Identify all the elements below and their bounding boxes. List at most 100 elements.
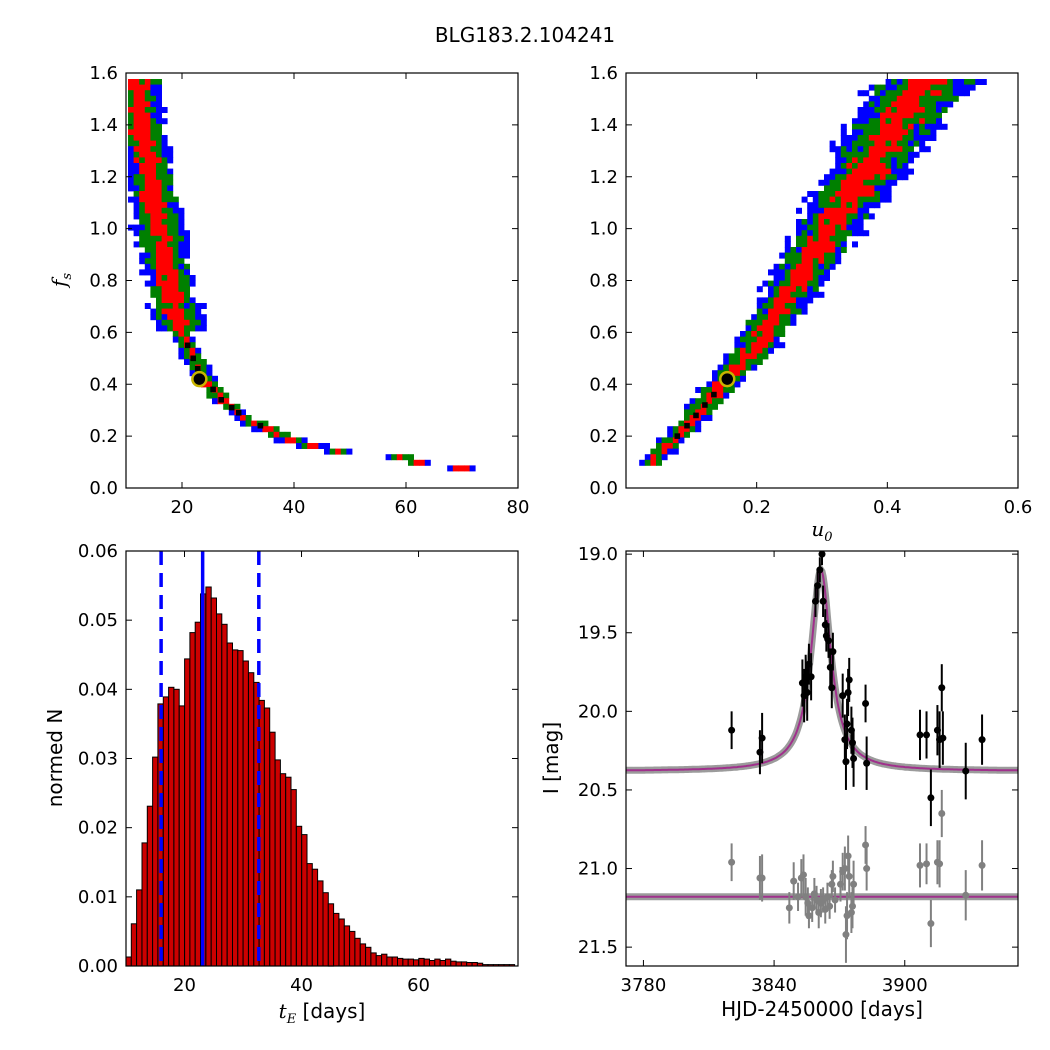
sigma1-cell [863, 168, 870, 175]
x-tick-label: 0.6 [1004, 497, 1033, 518]
sigma1-cell [740, 364, 746, 371]
sigma3-cell [184, 269, 190, 276]
sigma1-cell [801, 263, 808, 270]
sigma3-cell [240, 420, 246, 427]
sigma1-cell [240, 415, 246, 421]
sigma3-cell [796, 297, 802, 304]
sigma2-cell [840, 151, 847, 158]
sigma2-cell [700, 398, 707, 405]
sigma2-cell [156, 303, 162, 309]
residual-point [826, 902, 834, 910]
sigma3-cell [857, 219, 864, 225]
sigma1-cell [139, 146, 146, 153]
sigma2-cell [756, 331, 763, 337]
sigma3-cell [128, 185, 134, 192]
sigma2-cell [874, 196, 881, 203]
sigma2-cell [717, 370, 724, 377]
sigma2-cell [885, 157, 892, 164]
sigma1-cell [880, 112, 886, 119]
sigma1-cell [768, 319, 774, 326]
sigma1-cell [172, 269, 179, 276]
sigma3-cell [178, 230, 185, 237]
sigma3-cell [773, 342, 780, 349]
sigma2-cell [144, 258, 151, 265]
sigma3-cell [751, 364, 758, 371]
sigma3-cell [885, 191, 892, 197]
sigma1-cell [156, 252, 162, 259]
x-tick-label: 60 [395, 497, 418, 518]
sigma1-cell [167, 291, 174, 298]
sigma1-cell [661, 443, 668, 449]
sigma2-cell [902, 140, 909, 147]
sigma1-cell [133, 84, 140, 91]
sigma2-cell [728, 353, 735, 360]
sigma1-cell [167, 297, 174, 304]
sigma3-cell [150, 101, 157, 108]
sigma1-cell [829, 247, 836, 253]
sigma1-cell [156, 219, 162, 225]
sigma1-cell [167, 314, 174, 321]
sigma2-cell [156, 297, 162, 304]
sigma1-cell [768, 325, 774, 332]
y-tick-label: 0.6 [89, 322, 118, 343]
histogram-bar [274, 759, 281, 967]
sigma2-cell [818, 269, 825, 276]
sigma2-cell [279, 431, 286, 438]
sigma2-cell [779, 325, 786, 332]
sigma2-cell [784, 275, 791, 281]
sigma2-cell [161, 179, 168, 186]
sigma2-cell [161, 319, 168, 326]
sigma2-cell [930, 84, 937, 91]
sigma3-cell [189, 275, 196, 281]
sigma1-cell [133, 129, 140, 136]
sigma2-cell [824, 252, 830, 259]
sigma2-cell [840, 235, 847, 242]
sigma2-cell [167, 224, 174, 231]
sigma2-cell [223, 403, 230, 410]
sigma3-cell [172, 207, 179, 214]
sigma1-cell [167, 308, 174, 315]
sigma2-cell [167, 191, 174, 197]
sigma2-cell [824, 258, 830, 265]
sigma3-cell [930, 123, 937, 130]
sigma3-cell [908, 140, 914, 147]
sigma3-cell [178, 353, 185, 360]
histogram-bar [349, 930, 356, 967]
sigma1-cell [156, 179, 162, 186]
sigma1-cell [172, 308, 179, 315]
sigma3-cell [695, 426, 702, 433]
sigma3-cell [835, 258, 842, 265]
sigma1-cell [650, 454, 657, 461]
sigma1-cell [773, 308, 780, 315]
sigma3-cell [880, 191, 886, 197]
y-tick-label: 1.2 [589, 167, 618, 188]
sigma3-cell [868, 213, 875, 220]
sigma2-cell [762, 353, 769, 360]
sigma2-cell [913, 140, 920, 147]
sigma1-cell [740, 353, 746, 360]
sigma3-cell [144, 263, 151, 270]
histogram-bar [178, 705, 185, 967]
sigma1-cell [161, 202, 168, 209]
sigma1-cell [852, 191, 858, 197]
sigma3-cell [868, 107, 875, 113]
y-tick-label: 21.0 [578, 859, 618, 880]
sigma2-cell [964, 79, 970, 85]
sigma2-cell [874, 179, 881, 186]
sigma2-cell [941, 84, 948, 91]
sigma3-cell [161, 118, 168, 125]
sigma1-cell [768, 331, 774, 337]
sigma2-cell [868, 118, 875, 125]
sigma3-cell [734, 342, 741, 349]
sigma2-cell [156, 291, 162, 298]
sigma1-cell [150, 213, 157, 220]
sigma2-cell [790, 263, 797, 270]
sigma1-cell [863, 157, 870, 164]
sigma1-cell [801, 252, 808, 259]
sigma3-cell [824, 179, 830, 186]
sigma3-cell [385, 454, 392, 461]
sigma3-cell [829, 174, 836, 181]
sigma2-cell [133, 179, 140, 186]
sigma3-cell [672, 448, 679, 455]
sigma1-cell [779, 297, 786, 304]
